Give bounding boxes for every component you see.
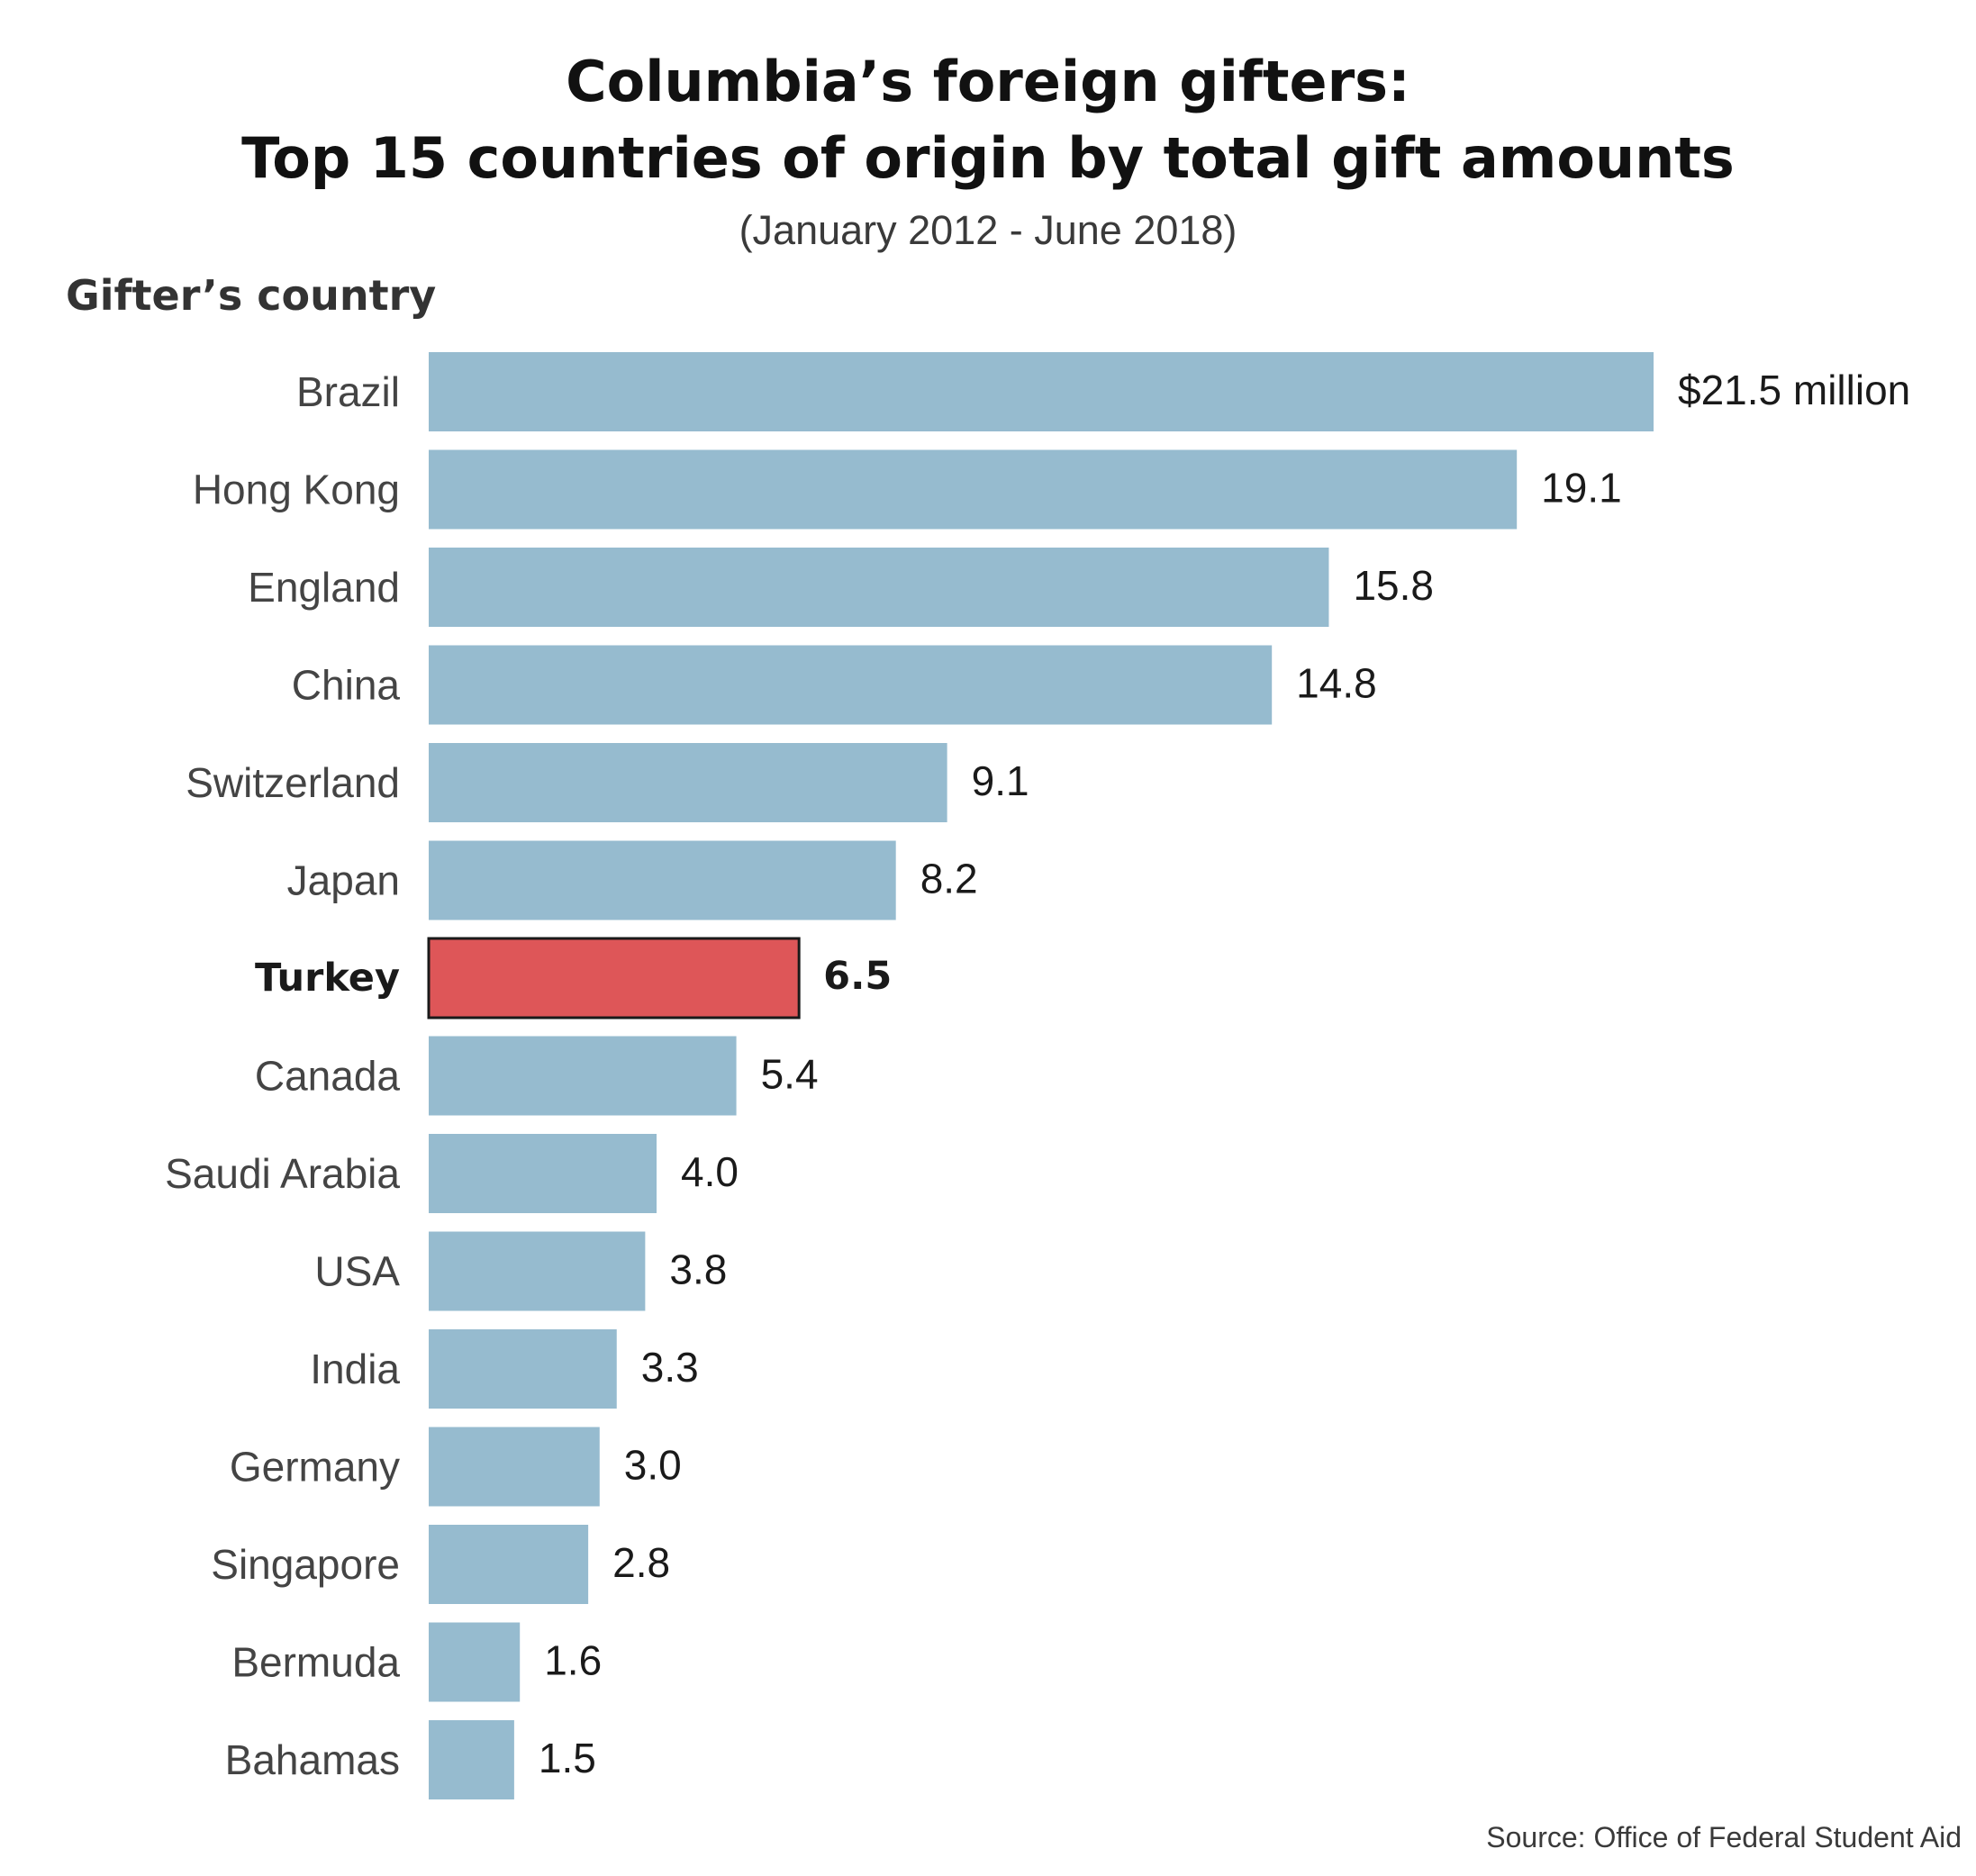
value-label-england: 15.8: [1353, 562, 1434, 609]
category-label-singapore: Singapore: [211, 1541, 400, 1588]
category-label-bahamas: Bahamas: [225, 1736, 400, 1783]
value-label-japan: 8.2: [920, 856, 978, 902]
bar-bermuda: [429, 1622, 521, 1702]
category-label-brazil: Brazil: [296, 368, 400, 415]
category-label-bermuda: Bermuda: [231, 1639, 400, 1686]
value-label-hong-kong: 19.1: [1541, 465, 1622, 512]
bar-turkey: [427, 937, 801, 1020]
bar-china: [429, 645, 1273, 725]
bar-usa: [429, 1231, 646, 1311]
value-label-singapore: 2.8: [612, 1539, 670, 1586]
chart-title-line-1: Columbia’s foreign gifters:: [566, 49, 1410, 114]
category-label-china: China: [292, 662, 401, 709]
category-label-england: England: [248, 564, 400, 611]
bar-singapore: [429, 1525, 589, 1604]
bar-england: [429, 548, 1329, 627]
category-label-switzerland: Switzerland: [186, 759, 400, 806]
value-label-turkey: 6.5: [823, 954, 892, 999]
category-label-japan: Japan: [287, 857, 400, 904]
bar-hong-kong: [429, 449, 1518, 530]
bar-germany: [429, 1427, 600, 1507]
value-label-bermuda: 1.6: [544, 1637, 602, 1684]
category-labels: Brazil Hong Kong England China Switzerland Ja…: [165, 368, 400, 1783]
value-labels: $21.5 million 19.1 15.8 14.8 9.1 8.2 6.5 5.4 4.0…: [539, 367, 1910, 1781]
category-label-canada: Canada: [255, 1053, 401, 1100]
chart-subtitle: (January 2012 - June 2018): [739, 207, 1237, 253]
chart-title-line-2: Top 15 countries of origin by total gift…: [241, 125, 1735, 191]
value-label-switzerland: 9.1: [972, 757, 1029, 804]
value-label-india: 3.3: [641, 1344, 699, 1391]
category-label-usa: USA: [314, 1248, 400, 1295]
category-label-hong-kong: Hong Kong: [193, 467, 400, 513]
value-label-usa: 3.8: [669, 1246, 727, 1293]
value-label-canada: 5.4: [761, 1051, 819, 1098]
bar-saudi-arabia: [429, 1134, 657, 1213]
category-label-germany: Germany: [230, 1444, 400, 1491]
category-label-turkey: Turkey: [255, 956, 400, 1001]
value-label-saudi-arabia: 4.0: [681, 1148, 739, 1195]
bar-switzerland: [429, 743, 947, 822]
bar-series: [427, 352, 1654, 1799]
bar-bahamas: [429, 1720, 514, 1799]
bar-india: [429, 1329, 617, 1409]
value-label-germany: 3.0: [624, 1442, 682, 1489]
y-axis-title: Gifter’s country: [66, 271, 437, 320]
value-label-brazil: $21.5 million: [1678, 367, 1910, 413]
category-label-saudi-arabia: Saudi Arabia: [165, 1150, 400, 1197]
bar-brazil: [429, 352, 1654, 431]
bar-japan: [429, 840, 896, 920]
bar-canada: [429, 1036, 737, 1116]
value-label-bahamas: 1.5: [539, 1735, 596, 1781]
source-note: Source: Office of Federal Student Aid: [1486, 1821, 1962, 1853]
category-label-india: India: [310, 1346, 400, 1392]
value-label-china: 14.8: [1296, 660, 1377, 707]
